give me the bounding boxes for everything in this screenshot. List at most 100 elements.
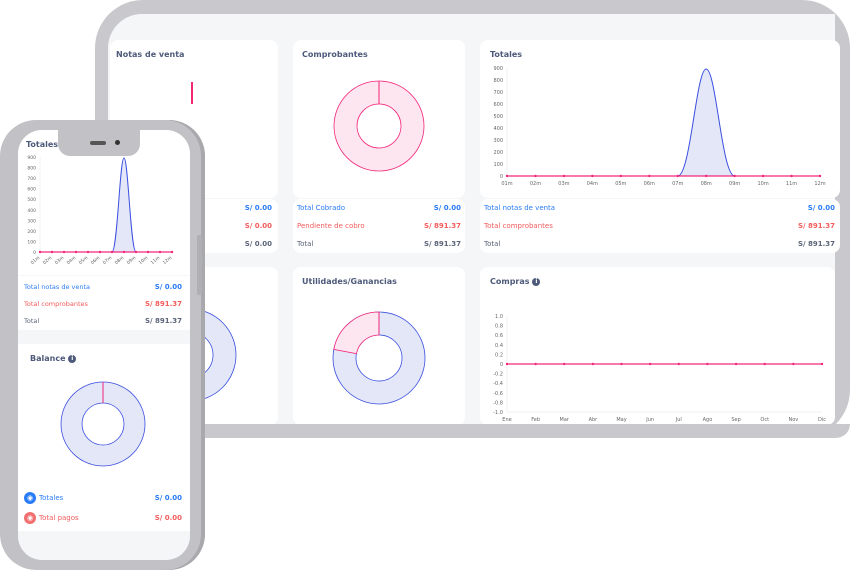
row-value: S/ 0.00 (154, 494, 182, 502)
row-label: Total pagos (39, 514, 79, 522)
comprobantes-title: Comprobantes (302, 50, 368, 59)
notas-value: S/ 0.00 (244, 222, 272, 230)
x-tick-label: Mar (560, 417, 570, 423)
phone-totales-title: Totales (26, 140, 59, 149)
x-tick-label: 03m (54, 255, 66, 266)
y-tick-label: 400 (27, 208, 36, 214)
row-value: S/ 0.00 (433, 204, 461, 212)
data-point (763, 362, 766, 366)
y-tick-label: 0 (33, 250, 36, 256)
data-point (792, 362, 795, 366)
y-tick-label: 700 (493, 90, 503, 96)
x-tick-label: 04m (66, 255, 78, 266)
x-tick-label: Nov (788, 417, 798, 423)
data-point (38, 250, 42, 254)
totales-title: Totales (490, 50, 523, 59)
x-tick-label: Sep (731, 417, 740, 423)
series-area (111, 157, 137, 253)
data-point (50, 250, 54, 254)
data-point (86, 250, 90, 254)
x-tick-label: Abr (589, 417, 599, 423)
row-label: Total notas de venta (484, 204, 556, 212)
row-label: Pendiente de cobro (297, 222, 365, 230)
info-icon[interactable]: i (532, 277, 541, 286)
data-point (761, 174, 765, 178)
y-tick-label: 0 (500, 362, 503, 368)
utilidades-title: Utilidades/Ganancias (302, 277, 397, 286)
data-point (706, 362, 709, 366)
utilidades-donut (332, 311, 426, 405)
x-tick-label: 09m (729, 181, 740, 187)
y-tick-label: 800 (27, 166, 36, 172)
data-point (790, 174, 793, 178)
x-tick-label: 07m (672, 181, 683, 187)
row-label: Total comprobantes (484, 222, 553, 230)
data-point (820, 362, 824, 366)
data-point (648, 362, 652, 366)
x-tick-label: Oct (760, 417, 769, 423)
data-point (170, 250, 174, 254)
compras-card: Compras i 1.0 0.8 0.6 0.4 0.2 0 -0.2 -0.4 -0.6 -0… (480, 267, 835, 425)
x-tick-label: 11m (786, 181, 797, 187)
row-value: S/ 891.37 (144, 317, 182, 325)
y-tick-label: 300 (493, 138, 503, 144)
phone-screen: Totales 0 100 200 300 400 500 600 700 800 900 01m 0… (18, 130, 190, 560)
x-tick-label: 05m (615, 181, 626, 187)
y-tick-label: 700 (27, 176, 36, 182)
data-point (733, 174, 736, 178)
camera-icon (115, 140, 120, 145)
data-point (676, 174, 679, 178)
eye-icon: ◉ (24, 512, 36, 524)
data-point (619, 174, 623, 178)
x-tick-label: 05m (78, 255, 90, 266)
data-point (62, 250, 66, 254)
x-tick-label: 10m (757, 181, 768, 187)
totales-chart: 0 100 200 300 400 500 600 700 800 900 01m 02m 03m 04m… (493, 66, 825, 187)
data-point (534, 174, 537, 178)
y-tick-label: 0.8 (495, 324, 503, 330)
y-tick-label: 0.6 (495, 333, 503, 339)
row-label: Total comprobantes (24, 300, 88, 308)
y-tick-label: 100 (493, 162, 503, 168)
y-tick-label: 200 (493, 150, 503, 156)
x-tick-label: 07m (102, 255, 114, 266)
data-point (505, 362, 509, 366)
row-label: Total (297, 240, 314, 248)
data-point (74, 250, 78, 254)
row-label: Totales (39, 494, 64, 502)
y-tick-label: 200 (27, 229, 36, 235)
y-tick-label: -0.6 (493, 391, 503, 397)
balance-title: Balance (30, 354, 66, 363)
x-tick-label: 09m (126, 255, 138, 266)
row-label: Total (484, 240, 501, 248)
x-tick-label: 08m (701, 181, 712, 187)
notas-value: S/ 0.00 (244, 240, 272, 248)
y-tick-label: 0 (500, 174, 503, 180)
y-tick-label: 600 (493, 102, 503, 108)
phone-totales-values: Total notas de venta S/ 0.00 Total compro… (18, 276, 190, 330)
compras-title: Compras (490, 277, 530, 286)
data-point (704, 174, 708, 178)
comprobantes-values: Total Cobrado S/ 0.00 Pendiente de cobro S… (293, 199, 465, 253)
data-point (677, 362, 681, 366)
phone-totales-chart: 0 100 200 300 400 500 600 700 800 900 01m 02m 03m 04m… (27, 155, 174, 266)
x-tick-label: 08m (114, 255, 126, 266)
phone-side-button (197, 235, 202, 295)
y-tick-label: 300 (27, 218, 36, 224)
x-tick-label: Feb (531, 417, 540, 423)
x-tick-label: Dic (818, 417, 826, 423)
y-tick-label: -0.2 (493, 372, 503, 378)
row-value: S/ 891.37 (423, 240, 461, 248)
x-tick-label: 06m (644, 181, 655, 187)
y-tick-label: 0.4 (495, 343, 503, 349)
y-tick-label: 900 (27, 155, 36, 161)
tablet-bezel-bottom (95, 424, 850, 438)
row-value: S/ 891.37 (144, 300, 182, 308)
data-point (505, 174, 509, 178)
y-tick-label: 0.2 (495, 352, 503, 358)
x-tick-label: 12m (162, 255, 174, 266)
info-icon[interactable]: i (68, 354, 77, 363)
eye-icon: ◉ (24, 492, 36, 504)
data-point (648, 174, 651, 178)
